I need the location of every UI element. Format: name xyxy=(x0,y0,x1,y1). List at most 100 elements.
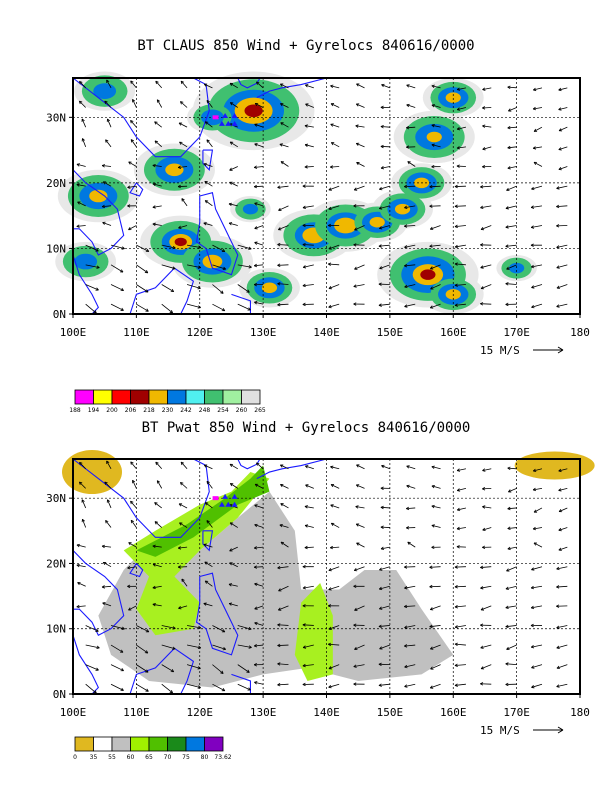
wind-vector xyxy=(507,467,517,470)
legend-swatch xyxy=(222,389,242,405)
wind-vector xyxy=(229,141,238,148)
wind-vector-head xyxy=(280,503,284,507)
wind-vector-head xyxy=(404,604,408,609)
wind-vector xyxy=(429,566,441,568)
coastline xyxy=(237,77,261,89)
wind-vector xyxy=(558,546,568,551)
wind-vector-head xyxy=(229,181,233,185)
pwat-band xyxy=(136,465,270,557)
wind-vector-head xyxy=(353,243,357,247)
wind-vector-head xyxy=(556,645,560,649)
wind-vector xyxy=(558,527,568,531)
wind-vector xyxy=(328,185,340,191)
wind-vector-head xyxy=(179,522,183,526)
wind-vector xyxy=(531,264,543,268)
wind-vector-head xyxy=(304,545,308,550)
wind-vector-head xyxy=(280,483,284,488)
wind-vector xyxy=(212,284,224,294)
wind-vector xyxy=(254,622,264,626)
wind-vector-head xyxy=(172,266,176,270)
wind-vector xyxy=(356,162,365,167)
wind-vector xyxy=(380,506,390,509)
wind-vector xyxy=(431,485,441,489)
wind-vector xyxy=(107,499,112,509)
wind-vector-head xyxy=(454,184,458,189)
wind-vector-head xyxy=(280,122,284,126)
wind-vector xyxy=(203,603,213,607)
wind-vector-head xyxy=(355,484,360,488)
wind-vector xyxy=(256,81,264,89)
wind-vector-head xyxy=(277,683,281,687)
wind-vector xyxy=(254,583,264,587)
wind-vector xyxy=(254,566,264,568)
wind-vector xyxy=(379,264,391,269)
wind-vector xyxy=(507,166,517,169)
wind-vector-head xyxy=(404,565,408,569)
wind-vector-head xyxy=(254,504,258,508)
legend-swatch xyxy=(93,736,113,752)
wind-vector xyxy=(356,484,365,489)
wind-vector xyxy=(507,507,517,510)
wind-vector xyxy=(212,683,226,692)
wind-vector xyxy=(431,505,441,509)
wind-vector-head xyxy=(530,205,535,209)
wind-vector xyxy=(178,546,188,549)
wind-vector-head xyxy=(229,102,234,106)
wind-vector-head xyxy=(456,164,460,168)
wind-vector-head xyxy=(95,287,99,291)
wind-vector-head xyxy=(197,645,202,650)
wind-vector xyxy=(254,524,264,528)
wind-vector xyxy=(454,683,466,686)
wind-vector xyxy=(280,122,289,128)
y-tick-label: 0N xyxy=(53,308,66,321)
wind-vector-head xyxy=(220,670,224,674)
wind-vector xyxy=(480,664,492,670)
wind-vector xyxy=(482,468,492,471)
wind-vector-head xyxy=(277,623,281,627)
wind-vector xyxy=(457,107,467,111)
wind-vector-head xyxy=(253,565,258,569)
wind-vector-head xyxy=(130,119,134,124)
wind-vector-head xyxy=(406,506,410,511)
wind-vector-head xyxy=(152,205,156,209)
wind-vector-head xyxy=(152,585,156,590)
wind-vector-head xyxy=(353,187,358,191)
wind-vector xyxy=(155,80,163,89)
wind-vector xyxy=(531,683,543,688)
wind-vector xyxy=(457,126,467,130)
wind-vector xyxy=(278,585,289,592)
wind-vector xyxy=(480,185,492,188)
wind-vector-head xyxy=(532,468,537,473)
wind-vector xyxy=(104,481,112,489)
wind-vector-head xyxy=(378,244,382,248)
wind-vector-head xyxy=(302,663,306,668)
wind-vector-head xyxy=(255,462,260,466)
cloud-contour xyxy=(89,189,108,203)
wind-vector xyxy=(254,483,264,489)
wind-vector xyxy=(180,482,188,489)
wind-vector xyxy=(128,542,137,548)
wind-vector-head xyxy=(203,222,207,226)
wind-vector-head xyxy=(456,126,461,131)
wind-vector-head xyxy=(558,128,563,132)
wind-vector-head xyxy=(533,542,538,546)
wind-vector-head xyxy=(81,118,85,122)
legend-swatch xyxy=(167,736,187,752)
coastline xyxy=(256,458,327,480)
wind-vector-head xyxy=(170,288,175,293)
wind-vector xyxy=(277,185,289,188)
wind-vector xyxy=(204,580,213,587)
cloud-contour xyxy=(261,282,278,294)
wind-vector-head xyxy=(179,141,183,145)
wind-vector xyxy=(431,466,441,470)
wind-vector-head xyxy=(429,184,433,189)
wind-vector-head xyxy=(203,464,208,468)
wind-vector xyxy=(533,527,543,530)
wind-vector xyxy=(531,205,543,208)
wind-vector-head xyxy=(532,487,537,492)
wind-vector-head xyxy=(429,565,433,569)
wind-vector xyxy=(406,84,416,89)
wind-vector-head xyxy=(456,507,461,512)
wind-vector-head xyxy=(172,245,176,250)
wind-vector xyxy=(280,503,289,509)
